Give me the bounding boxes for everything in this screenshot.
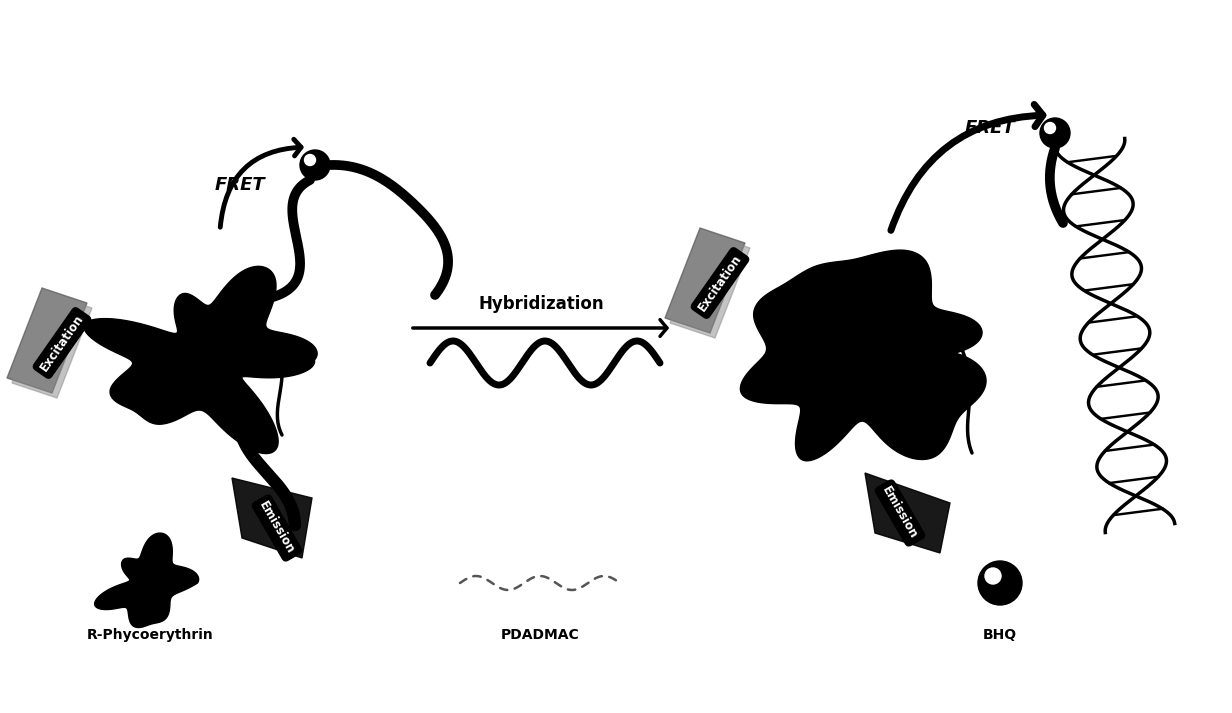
Circle shape [986,568,1000,584]
Circle shape [301,150,330,180]
Circle shape [1040,118,1071,148]
Text: Excitation: Excitation [696,252,744,314]
Text: FRET: FRET [965,119,1015,137]
Text: Hybridization: Hybridization [478,295,604,313]
Polygon shape [665,228,745,333]
Polygon shape [95,533,198,627]
Text: FRET: FRET [214,176,265,194]
Polygon shape [670,233,750,338]
Polygon shape [740,250,986,461]
Text: Excitation: Excitation [38,312,86,374]
Text: R-Phycoerythrin: R-Phycoerythrin [86,628,213,642]
Text: BHQ: BHQ [983,628,1018,642]
Polygon shape [12,293,92,398]
Text: PDADMAC: PDADMAC [500,628,579,642]
Polygon shape [865,473,950,553]
Circle shape [1045,123,1056,133]
Polygon shape [7,288,87,393]
Polygon shape [84,267,317,453]
Circle shape [978,561,1023,605]
Text: Emission: Emission [256,499,297,557]
Text: Emission: Emission [880,484,920,542]
Circle shape [304,155,315,165]
Polygon shape [232,478,312,558]
